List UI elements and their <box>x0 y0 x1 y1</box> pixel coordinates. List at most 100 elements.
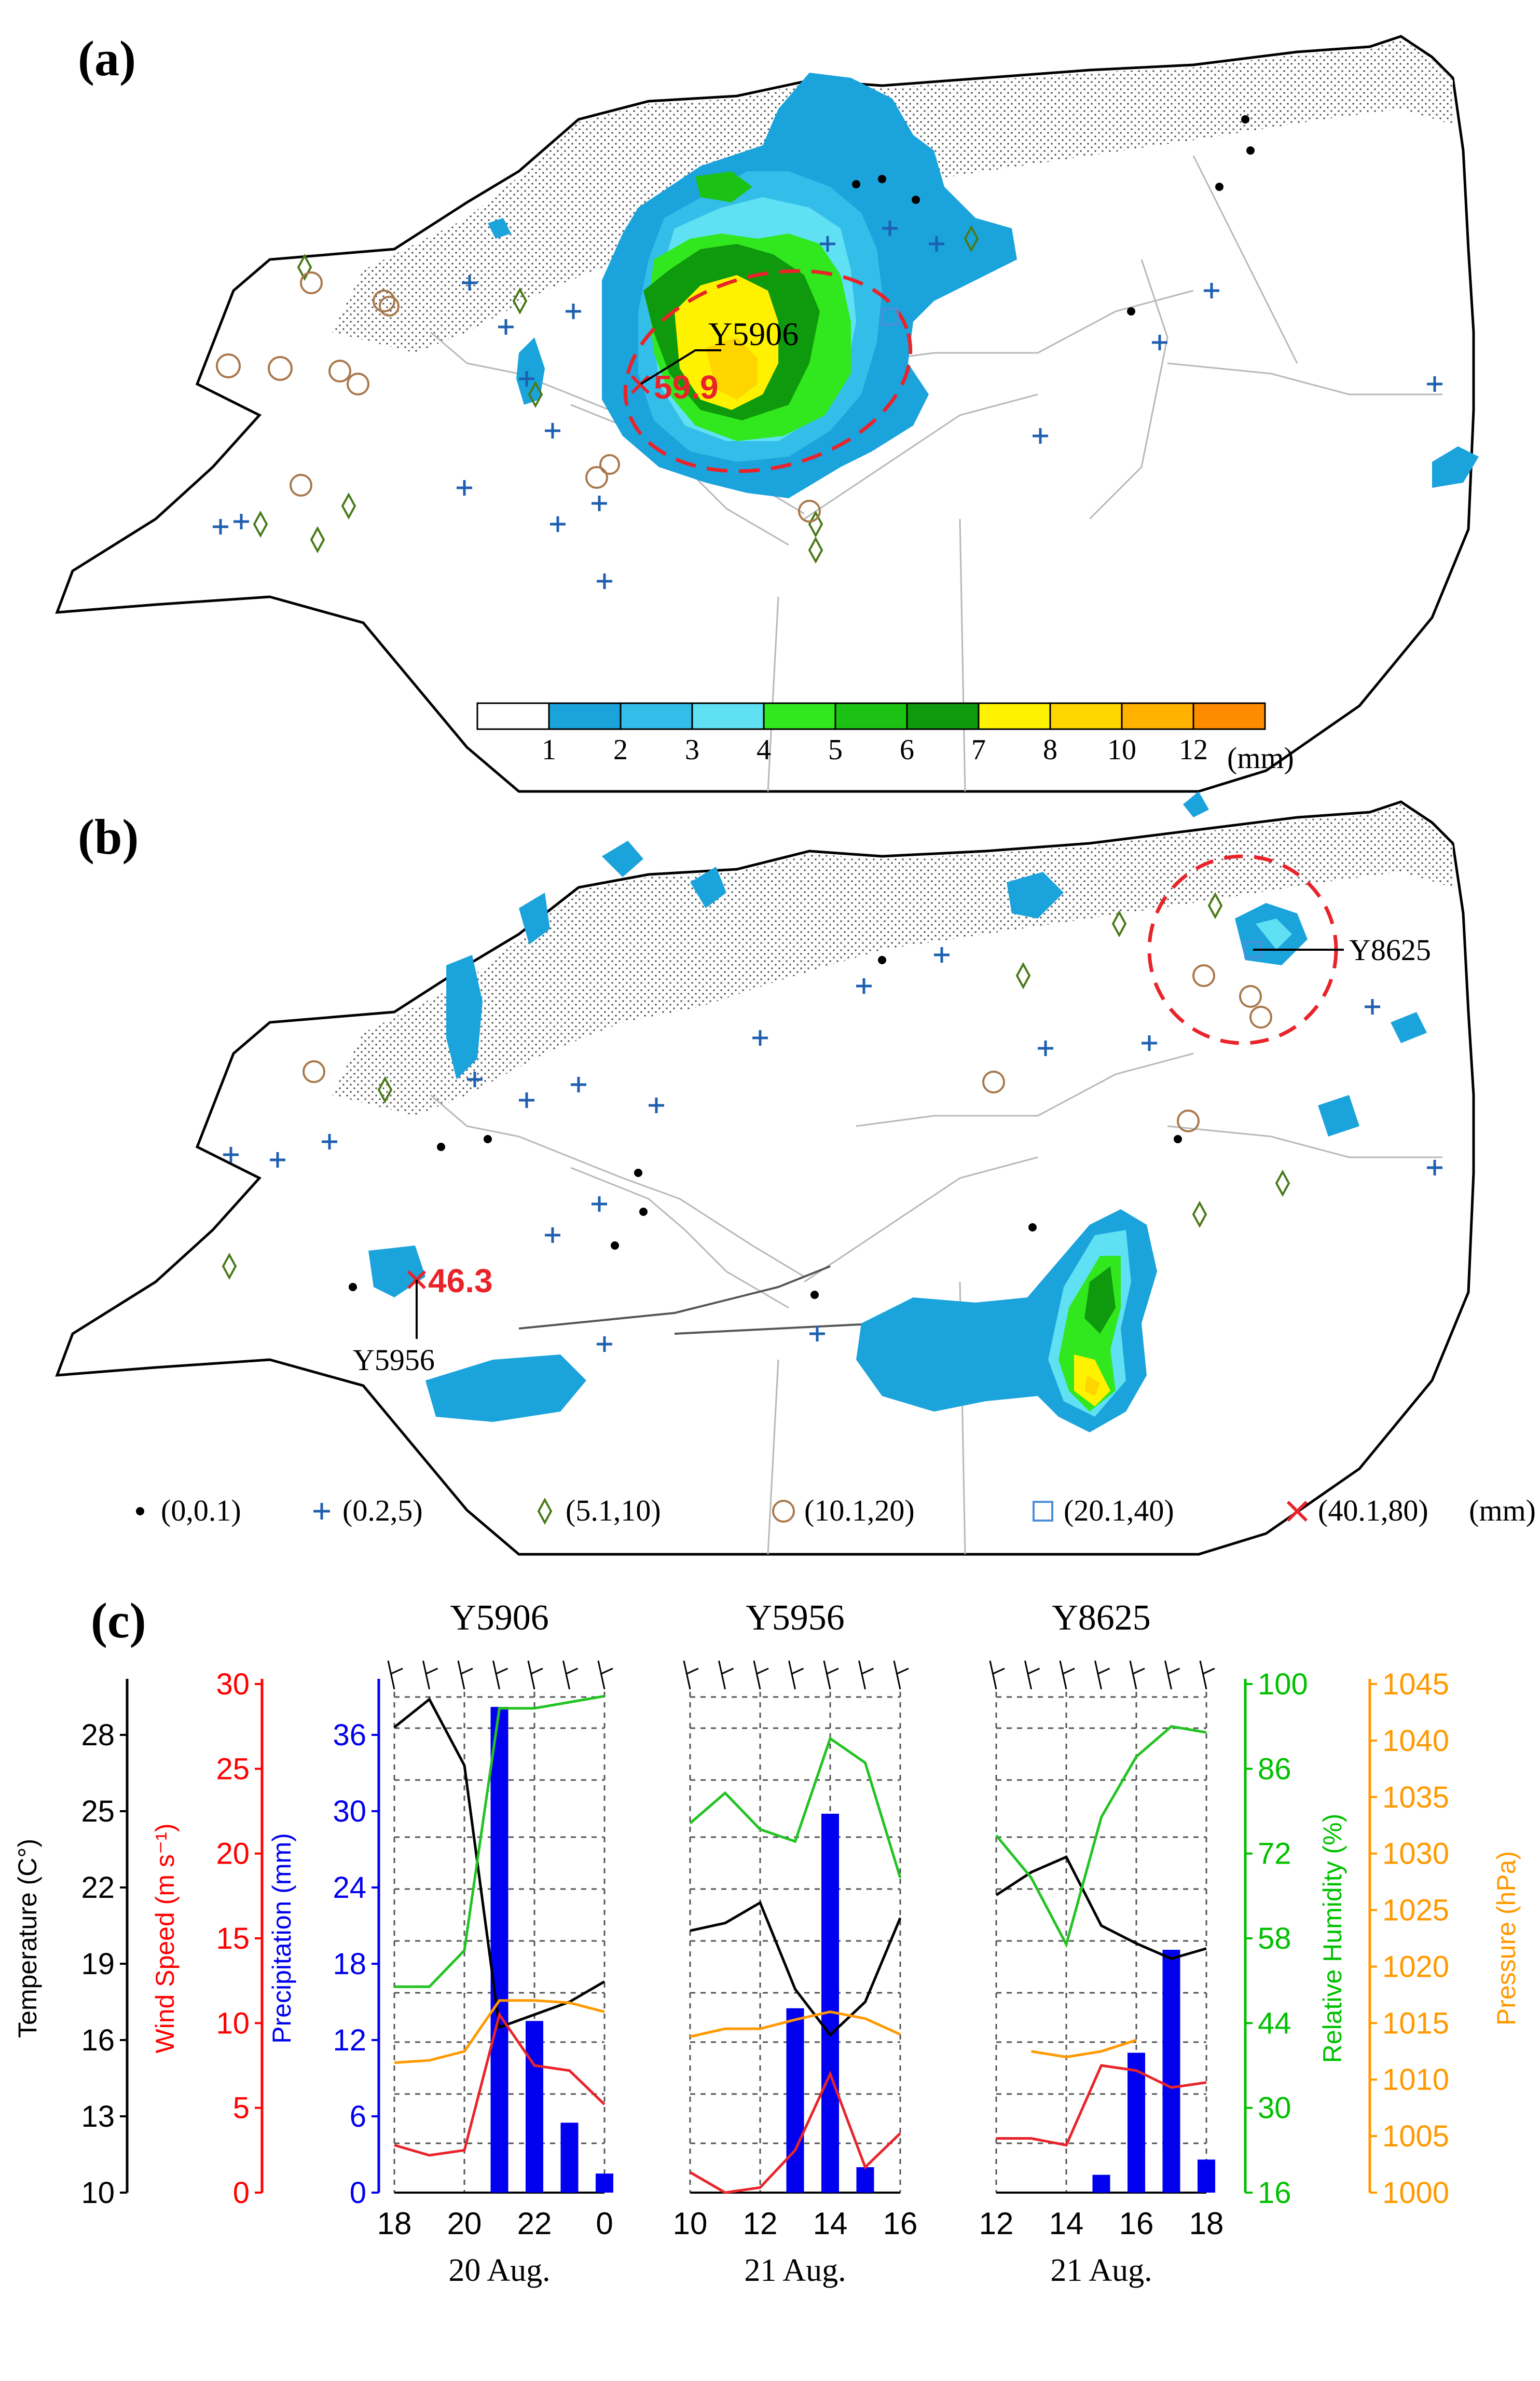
station-diamonds-a <box>253 225 979 564</box>
colorbar-swatch <box>1049 702 1123 730</box>
pressure-tick-label: 1035 <box>1382 1781 1449 1814</box>
pressure-tick-label: 1030 <box>1382 1837 1449 1871</box>
colorbar-swatch <box>763 702 836 730</box>
rh-tick-label: 100 <box>1258 1667 1308 1701</box>
station-label-y5906-a: Y5906 <box>708 316 799 352</box>
precip-bar <box>1128 2052 1145 2193</box>
wind-tick-label: 15 <box>216 1922 250 1955</box>
x-tick-label: 0 <box>596 2206 613 2241</box>
pressure-line <box>690 2010 901 2038</box>
max-marker-b <box>407 949 1344 1339</box>
pressure-axis-label: Pressure (hPa) <box>1492 1851 1521 2026</box>
wind-barb <box>387 1660 403 1690</box>
precip-axis: 0 6 12 18 24 30 36 Precipitation (mm) <box>267 1679 380 2210</box>
colorbar-unit: (mm) <box>1227 741 1294 775</box>
x-tick-label: 18 <box>377 2206 412 2241</box>
station-panel-Y5906: 18 20 22 0 20 Aug. Y5906 <box>377 1598 613 2288</box>
rh-tick-label: 16 <box>1258 2176 1291 2210</box>
station-circles-a <box>216 271 821 523</box>
legend-label: (5.1,10) <box>566 1494 661 1527</box>
wind-barb <box>788 1660 804 1690</box>
wind-line <box>689 2070 901 2194</box>
legend-dot-symbol <box>136 1507 144 1515</box>
legend-label: (0,0.1) <box>161 1494 241 1527</box>
station-title: Y5956 <box>746 1598 845 1638</box>
x-tick-label: 12 <box>743 2206 778 2241</box>
panel-b-label: (b) <box>78 809 139 865</box>
colorbar-swatch <box>476 702 550 730</box>
wind-barb <box>597 1660 613 1690</box>
wind-barb <box>683 1660 699 1690</box>
rh-line <box>995 1725 1207 1948</box>
x-tick-label: 14 <box>1049 2206 1084 2241</box>
wind-axis: 0 5 10 15 20 25 30 Wind Speed (m s⁻¹) <box>150 1667 264 2210</box>
coastal-dots-a <box>332 39 1453 353</box>
panel-a: (a) <box>55 31 1479 793</box>
x-tick-label: 18 <box>1189 2206 1224 2241</box>
coastal-dots-b <box>332 804 1453 1116</box>
wind-barb <box>562 1660 579 1690</box>
wind-barb <box>1094 1660 1110 1690</box>
x-tick-label: 12 <box>979 2206 1014 2241</box>
colorbar-swatch <box>906 702 980 730</box>
rain-contours-b <box>368 791 1427 1432</box>
colorbar-tick: 8 <box>1043 734 1057 766</box>
temperature-axis-label: Temperature (C°) <box>13 1839 42 2038</box>
pressure-tick-label: 1020 <box>1382 1950 1449 1983</box>
panel-c-label: (c) <box>91 1593 146 1648</box>
pressure-line <box>394 1999 605 2064</box>
precip-bar <box>596 2173 613 2193</box>
temperature-tick-label: 10 <box>81 2176 115 2210</box>
wind-barb <box>1024 1660 1040 1690</box>
station-dots-a <box>852 115 1255 316</box>
colorbar-swatch <box>691 702 765 730</box>
precip-axis-label: Precipitation (mm) <box>267 1833 296 2044</box>
precip-bar <box>526 2021 543 2193</box>
colorbar-tick: 10 <box>1107 734 1136 766</box>
wind-line <box>996 2064 1207 2147</box>
station-panel-Y5956: 10 12 14 16 21 Aug. Y5956 <box>673 1598 918 2288</box>
pressure-tick-label: 1015 <box>1382 2006 1449 2040</box>
wind-tick-label: 25 <box>216 1752 250 1786</box>
temperature-tick-label: 28 <box>81 1718 115 1752</box>
wind-tick-label: 5 <box>233 2091 250 2125</box>
pressure-tick-label: 1010 <box>1382 2063 1449 2097</box>
x-tick-label: 16 <box>883 2206 918 2241</box>
legend-label: (20.1,40) <box>1064 1494 1174 1527</box>
pressure-tick-label: 1045 <box>1382 1667 1449 1701</box>
station-title: Y8625 <box>1052 1598 1151 1638</box>
rh-axis: 16 30 44 58 72 86 100 Relative Humidity (%) <box>1244 1667 1347 2210</box>
pressure-tick-label: 1005 <box>1382 2119 1449 2153</box>
precip-tick-label: 30 <box>333 1795 366 1828</box>
pressure-tick-label: 1000 <box>1382 2176 1449 2210</box>
temperature-axis: 10 13 16 19 22 25 28 Temperature (C°) <box>13 1679 129 2210</box>
date-label: 21 Aug. <box>1050 2253 1152 2288</box>
colorbar-swatch <box>834 702 908 730</box>
wind-axis-label: Wind Speed (m s⁻¹) <box>150 1823 180 2053</box>
precip-bar <box>1162 1950 1180 2193</box>
x-tick-label: 10 <box>673 2206 708 2241</box>
x-tick-label: 20 <box>447 2206 482 2241</box>
colorbar-tick: 3 <box>685 734 699 766</box>
max-value-a: 59.9 <box>654 368 719 406</box>
colorbar-tick: 12 <box>1179 734 1208 766</box>
colorbar-tick: 2 <box>613 734 628 766</box>
wind-barb <box>527 1660 543 1690</box>
precip-tick-label: 6 <box>350 2100 366 2133</box>
station-square-a <box>881 308 899 325</box>
max-marker-a <box>630 349 721 394</box>
station-label-y8625-b: Y8625 <box>1349 933 1431 967</box>
symbol-legend: (0,0.1) (0.2,5) (5.1,10) (10.1,20) (20.1,40)… <box>136 1494 1536 1527</box>
station-circles-b <box>302 964 1272 1132</box>
station-title: Y5906 <box>450 1598 549 1638</box>
colorbar-swatch <box>1192 702 1266 730</box>
wind-barb <box>753 1660 769 1690</box>
rh-line <box>394 1694 605 1988</box>
pressure-line <box>1031 2038 1137 2059</box>
wind-barb <box>989 1660 1005 1690</box>
panel-b: (b) <box>55 791 1536 1556</box>
